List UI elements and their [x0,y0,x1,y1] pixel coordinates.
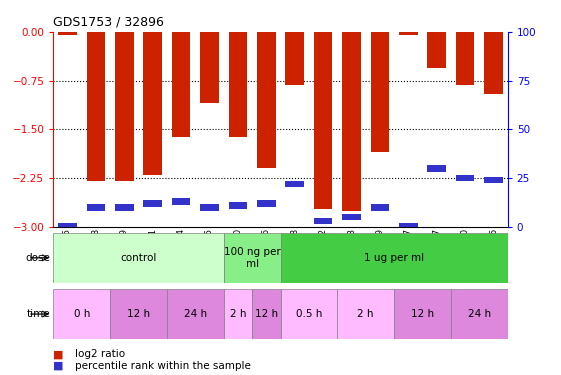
Text: 0 h: 0 h [73,309,90,319]
Text: 12 h: 12 h [127,309,150,319]
Bar [86,204,105,211]
Bar [399,32,417,35]
Bar [427,165,446,172]
Bar [286,32,304,85]
Bar [427,32,446,68]
Bar [257,200,275,207]
Bar [394,289,451,339]
Text: 1 ug per ml: 1 ug per ml [364,253,424,263]
Bar [58,223,77,229]
Bar [53,289,110,339]
Bar [172,198,190,205]
Text: control: control [120,253,157,263]
Bar [484,177,503,183]
Text: 2 h: 2 h [357,309,374,319]
Text: ■: ■ [53,350,64,359]
Bar [86,32,105,182]
Bar [252,289,280,339]
Bar [314,218,332,224]
Bar [200,32,219,104]
Bar [110,289,167,339]
Bar [144,200,162,207]
Bar [229,202,247,208]
Text: 12 h: 12 h [411,309,434,319]
Bar [337,289,394,339]
Text: GDS1753 / 32896: GDS1753 / 32896 [53,15,164,28]
Bar [257,32,275,168]
Bar [172,32,190,137]
Bar [286,181,304,187]
Bar [314,32,332,208]
Bar [115,204,134,211]
Bar [167,289,224,339]
Text: 2 h: 2 h [229,309,246,319]
Text: ■: ■ [53,361,64,370]
Bar [451,289,508,339]
Bar [58,32,77,35]
Text: 12 h: 12 h [255,309,278,319]
Bar [456,32,475,85]
Bar [371,204,389,211]
Bar [280,289,337,339]
Text: percentile rank within the sample: percentile rank within the sample [75,361,251,370]
Bar [224,289,252,339]
Bar [342,214,361,220]
Bar [224,232,280,283]
Bar [484,32,503,94]
Bar [144,32,162,175]
Bar [53,232,224,283]
Bar [371,32,389,152]
Bar [200,204,219,211]
Text: dose: dose [26,253,50,263]
Text: 24 h: 24 h [184,309,207,319]
Text: time: time [27,309,50,319]
Bar [399,223,417,229]
Text: 24 h: 24 h [468,309,491,319]
Text: 100 ng per
ml: 100 ng per ml [224,247,280,268]
Bar [229,32,247,137]
Bar [342,32,361,211]
Text: log2 ratio: log2 ratio [75,350,125,359]
Text: 0.5 h: 0.5 h [296,309,322,319]
Bar [115,32,134,182]
Bar [456,175,475,181]
Bar [280,232,508,283]
